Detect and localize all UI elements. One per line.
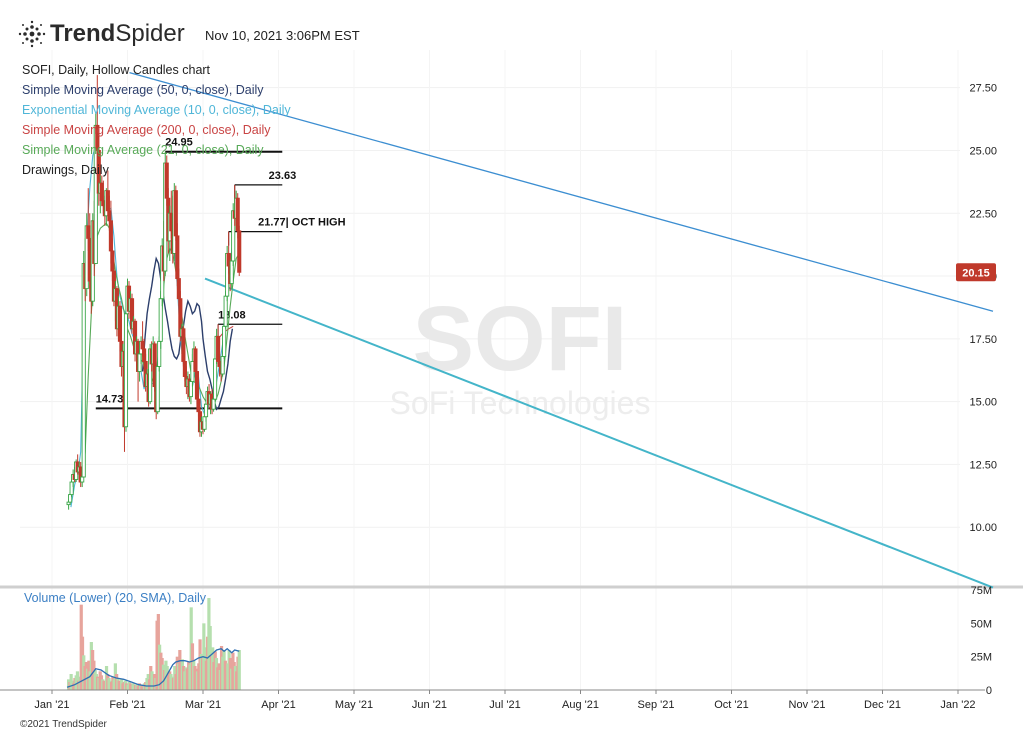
- time-tick-label: May '21: [335, 699, 373, 711]
- brand-name-bold: Trend: [50, 20, 116, 47]
- time-tick-label: Aug '21: [562, 699, 599, 711]
- time-tick-label: Jun '21: [412, 699, 447, 711]
- volume-tick-label: 50M: [971, 618, 992, 630]
- candlesticks: [66, 75, 242, 510]
- candle-body: [213, 358, 218, 400]
- volume-sma-line: [66, 647, 240, 688]
- time-tick-label: Dec '21: [864, 699, 901, 711]
- last-price-tag: 20.15: [956, 263, 996, 282]
- price-tick-label: 22.50: [969, 208, 997, 220]
- brand-name-light: Spider: [115, 20, 185, 47]
- volume-bar: [237, 650, 241, 690]
- price-tick-label: 27.50: [969, 83, 997, 95]
- time-tick-label: Mar '21: [185, 699, 221, 711]
- legend-item[interactable]: Simple Moving Average (200, 0, close), D…: [22, 123, 271, 137]
- volume-tick-label: 25M: [971, 652, 992, 664]
- last-price-tag-box: [956, 263, 996, 282]
- price-level-label: 23.63: [269, 170, 297, 182]
- candle-body: [222, 325, 227, 357]
- last-price-tag-label: 20.15: [962, 267, 990, 279]
- trendline-lower-downtrend[interactable]: [204, 277, 994, 589]
- volume-bar: [75, 671, 80, 690]
- price-tick-label: 17.50: [969, 334, 997, 346]
- time-tick-label: Sep '21: [638, 699, 675, 711]
- time-tick-label: Apr '21: [261, 699, 296, 711]
- trendlines[interactable]: [129, 71, 994, 589]
- price-tick-label: 15.00: [969, 397, 997, 409]
- watermark-symbol: SOFI: [413, 288, 628, 390]
- time-tick-label: Feb '21: [109, 699, 145, 711]
- volume-bars: [66, 598, 241, 690]
- legend-item[interactable]: Drawings, Daily: [22, 163, 109, 177]
- volume-indicator-title: Volume (Lower) (20, SMA), Daily: [24, 591, 207, 605]
- candle-body: [220, 355, 225, 375]
- candle-body: [193, 348, 198, 372]
- candle-body: [237, 230, 242, 273]
- volume-tick-label: 0: [986, 685, 992, 697]
- legend-item[interactable]: SOFI, Daily, Hollow Candles chart: [22, 63, 211, 77]
- time-tick-label: Jan '21: [34, 699, 69, 711]
- candle-body: [155, 366, 160, 413]
- price-level-label: 14.73: [96, 393, 124, 405]
- time-tick-label: Nov '21: [789, 699, 826, 711]
- candle-body: [123, 313, 129, 428]
- copyright-footer: ©2021 TrendSpider: [20, 719, 107, 730]
- price-level-label: 18.08: [218, 309, 246, 321]
- legend-item[interactable]: Exponential Moving Average (10, 0, close…: [22, 103, 291, 117]
- chart-axes: 10.0012.5015.0017.5020.0022.5025.0027.50…: [0, 83, 997, 711]
- volume-tick-label: 75M: [971, 585, 992, 597]
- chart-legend: SOFI, Daily, Hollow Candles chart Simple …: [22, 60, 291, 180]
- time-tick-label: Jul '21: [489, 699, 520, 711]
- price-tick-label: 10.00: [969, 522, 997, 534]
- trendspider-logo[interactable]: Trend Spider: [18, 20, 185, 48]
- legend-item[interactable]: Simple Moving Average (21, 0, close), Da…: [22, 143, 264, 157]
- spider-logo-icon: [18, 20, 46, 48]
- price-level-label: 21.77| OCT HIGH: [258, 217, 345, 229]
- candle-body: [80, 476, 85, 483]
- chart-timestamp: Nov 10, 2021 3:06PM EST: [205, 28, 360, 43]
- time-tick-label: Oct '21: [714, 699, 749, 711]
- price-tick-label: 12.50: [969, 459, 997, 471]
- symbol-watermark: SOFI SoFi Technologies: [390, 288, 651, 421]
- price-tick-label: 25.00: [969, 145, 997, 157]
- header: Trend Spider Nov 10, 2021 3:06PM EST: [0, 0, 1023, 50]
- legend-item[interactable]: Simple Moving Average (50, 0, close), Da…: [22, 83, 264, 97]
- time-tick-label: Jan '22: [940, 699, 975, 711]
- ma-line-sma-50: [141, 256, 234, 411]
- price-level-label: 24.95: [165, 137, 193, 149]
- trendline-upper-downtrend[interactable]: [129, 71, 994, 312]
